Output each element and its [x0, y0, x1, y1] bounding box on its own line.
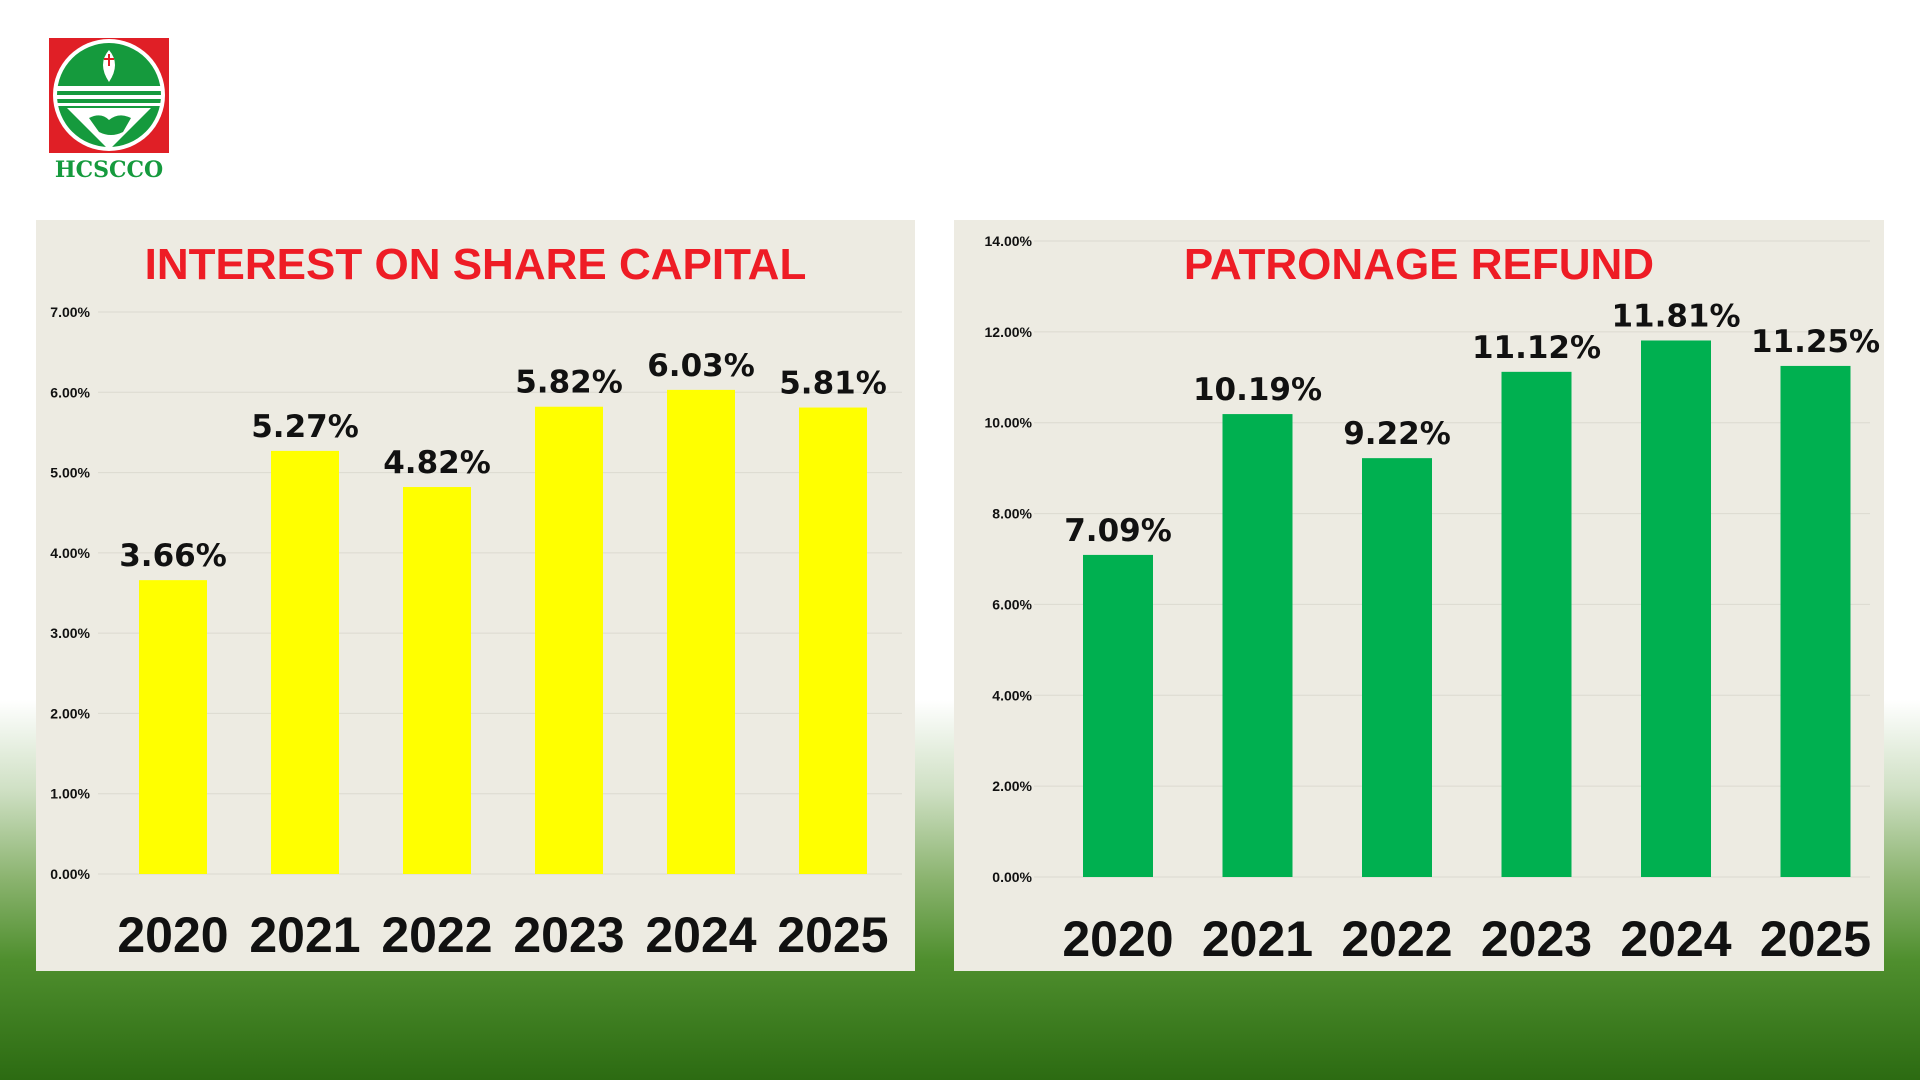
data-label: 5.81% — [779, 366, 887, 402]
bar — [139, 580, 207, 874]
x-category-label: 2022 — [381, 907, 492, 963]
y-tick-label: 2.00% — [992, 778, 1032, 794]
chart-title: INTEREST ON SHARE CAPITAL — [144, 240, 807, 289]
y-tick-label: 14.00% — [985, 233, 1033, 249]
y-tick-label: 6.00% — [50, 384, 90, 400]
y-tick-label: 5.00% — [50, 465, 90, 481]
x-category-label: 2024 — [645, 907, 756, 963]
bar — [271, 450, 339, 874]
data-label: 10.19% — [1193, 372, 1322, 408]
chart-title: PATRONAGE REFUND — [1183, 240, 1655, 289]
y-tick-label: 4.00% — [992, 687, 1032, 703]
x-category-label: 2020 — [117, 907, 228, 963]
bar — [535, 406, 603, 874]
y-tick-label: 12.00% — [985, 324, 1033, 340]
data-label: 4.82% — [383, 445, 491, 481]
x-category-label: 2023 — [1481, 911, 1592, 967]
y-tick-label: 6.00% — [992, 596, 1032, 612]
data-label: 11.25% — [1751, 324, 1880, 360]
x-category-label: 2023 — [513, 907, 624, 963]
y-tick-label: 7.00% — [50, 304, 90, 320]
patronage-bar-chart: 0.00% 2.00% 4.00% 6.00% 8.00% 10.00% 12.00% 14.… — [985, 233, 1881, 967]
logo-text: HCSCCO — [54, 157, 164, 183]
y-tick-label: 1.00% — [50, 786, 90, 802]
bar — [667, 389, 735, 874]
data-label: 11.12% — [1472, 330, 1601, 366]
y-tick-label: 2.00% — [50, 705, 90, 721]
patronage-chart-panel: PATRONAGE REFUND 0.00% 2.00% 4.00% 6.00% 8.0… — [954, 220, 1884, 971]
x-category-label: 2024 — [1620, 911, 1731, 967]
x-category-label: 2025 — [777, 907, 888, 963]
data-label: 11.81% — [1611, 298, 1740, 334]
data-label: 9.22% — [1343, 416, 1451, 452]
y-tick-label: 10.00% — [985, 415, 1033, 431]
y-tick-label: 0.00% — [50, 866, 90, 882]
y-tick-label: 3.00% — [50, 625, 90, 641]
bar — [1501, 371, 1572, 877]
interest-bar-chart: 0.00% 1.00% 2.00% 3.00% 4.00% 5.00% 6.00% 7.00%… — [50, 304, 902, 963]
y-tick-label: 0.00% — [992, 869, 1032, 885]
bar — [1780, 365, 1851, 877]
data-label: 5.82% — [515, 365, 623, 401]
interest-chart-panel: INTEREST ON SHARE CAPITAL 0.00% 1.00% 2.00… — [36, 220, 915, 971]
bar — [1641, 340, 1711, 877]
x-category-label: 2021 — [249, 907, 360, 963]
hcscco-logo: HCSCCO — [49, 38, 169, 186]
x-category-label: 2022 — [1341, 911, 1452, 967]
cooperative-handshake-logo-icon — [49, 38, 169, 153]
y-tick-label: 8.00% — [992, 506, 1032, 522]
bar — [799, 407, 867, 874]
data-label: 3.66% — [119, 538, 227, 574]
data-label: 7.09% — [1064, 513, 1172, 549]
x-category-label: 2020 — [1062, 911, 1173, 967]
x-category-label: 2021 — [1202, 911, 1313, 967]
y-tick-label: 4.00% — [50, 545, 90, 561]
bar — [1083, 554, 1153, 877]
data-label: 5.27% — [251, 409, 359, 445]
x-category-label: 2025 — [1760, 911, 1871, 967]
bar — [1222, 414, 1293, 877]
bar — [403, 487, 471, 874]
bar — [1362, 458, 1432, 877]
data-label: 6.03% — [647, 348, 755, 384]
